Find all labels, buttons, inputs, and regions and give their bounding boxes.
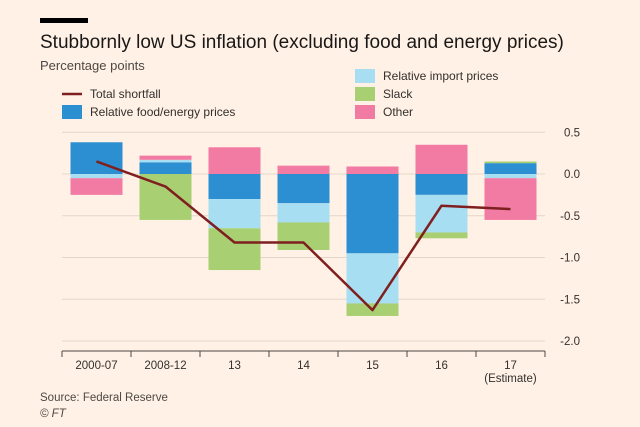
legend-label-slack: Slack: [383, 87, 413, 101]
bar-segment-food_energy: [415, 174, 468, 195]
x-tick-label: 16: [435, 360, 448, 372]
source-note: Source: Federal Reserve: [40, 392, 168, 404]
bar-segment-import_prices: [277, 203, 330, 223]
bar-segment-other: [277, 165, 330, 174]
bar-segment-import_prices: [346, 253, 399, 304]
x-tick-label: 14: [297, 360, 310, 372]
bar-segment-slack: [208, 228, 261, 271]
legend-label-total: Total shortfall: [90, 87, 161, 101]
bar-segment-import_prices: [139, 159, 192, 163]
legend-label-food_energy: Relative food/energy prices: [90, 105, 235, 119]
y-tick-label: -0.5: [560, 211, 580, 223]
y-tick-label: -1.0: [560, 253, 580, 265]
chart-title: Stubbornly low US inflation (excluding f…: [40, 32, 564, 53]
legend-swatch-import_prices: [355, 69, 375, 83]
legend-swatch-food_energy: [62, 105, 82, 119]
bar-segment-slack: [484, 161, 537, 164]
bar-segment-other: [415, 144, 468, 174]
copyright: © FT: [40, 408, 66, 420]
bar-segment-food_energy: [484, 163, 537, 174]
chart-subtitle: Percentage points: [40, 58, 145, 73]
bar-segment-other: [346, 166, 399, 174]
legend-label-import_prices: Relative import prices: [383, 69, 498, 83]
x-tick-label: 17: [504, 360, 517, 372]
bar-segment-food_energy: [139, 162, 192, 174]
legend-label-other: Other: [383, 105, 413, 119]
bar-segment-slack: [415, 232, 468, 239]
bar-segment-food_energy: [208, 174, 261, 200]
y-tick-label: 0.0: [564, 169, 580, 181]
x-tick-label: 15: [366, 360, 379, 372]
y-tick-label: -2.0: [560, 336, 580, 348]
bar-segment-other: [208, 147, 261, 174]
x-tick-label: 2000-07: [75, 360, 117, 372]
legend-swatch-slack: [355, 87, 375, 101]
y-tick-label: 0.5: [564, 127, 580, 139]
x-tick-sublabel: (Estimate): [484, 373, 537, 385]
bar-segment-other: [139, 155, 192, 160]
bar-segment-slack: [139, 174, 192, 220]
bar-segment-import_prices: [484, 174, 537, 179]
legend-swatch-other: [355, 105, 375, 119]
bar-segment-slack: [277, 222, 330, 250]
ft-top-bar: [40, 18, 88, 23]
bar-segment-import_prices: [70, 174, 123, 179]
bar-segment-food_energy: [346, 174, 399, 254]
bar-segment-food_energy: [277, 174, 330, 204]
bar-segment-other: [70, 178, 123, 195]
y-tick-label: -1.5: [560, 294, 580, 306]
bar-segment-import_prices: [208, 199, 261, 229]
bar-segment-other: [484, 178, 537, 220]
x-tick-label: 13: [228, 360, 241, 372]
bar-segment-import_prices: [415, 194, 468, 233]
x-tick-label: 2008-12: [144, 360, 186, 372]
